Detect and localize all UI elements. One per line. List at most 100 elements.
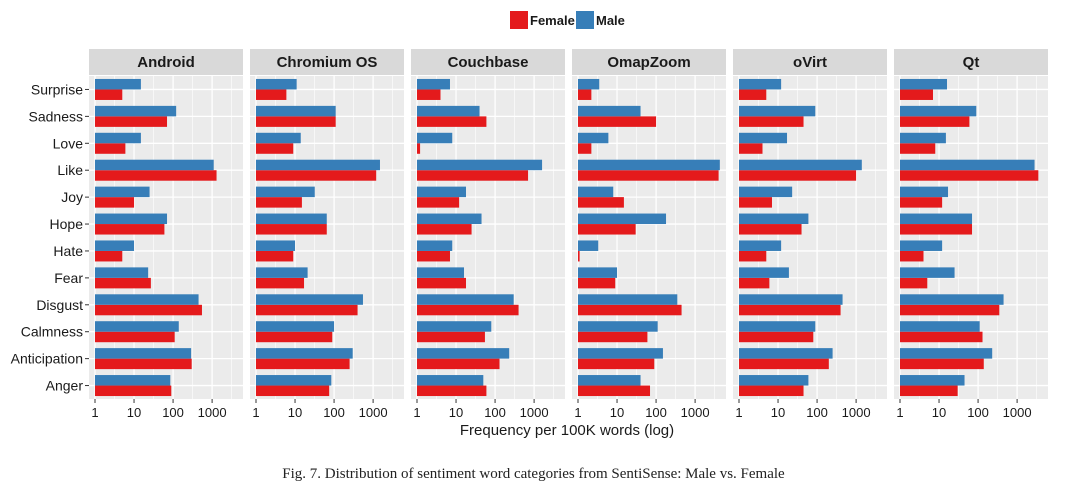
- bar-male-surprise: [900, 78, 948, 90]
- bar-female-hate: [95, 250, 123, 262]
- bar-female-anger: [95, 385, 172, 397]
- bar-female-anger: [417, 385, 487, 397]
- facet-title: OmapZoom: [607, 54, 690, 71]
- ytick-label-love: Love: [53, 135, 84, 151]
- bar-male-love: [578, 132, 609, 144]
- xtick-label: 100: [806, 405, 828, 420]
- bar-male-hate: [900, 240, 943, 251]
- bar-female-calmness: [417, 331, 485, 343]
- bar-male-fear: [578, 267, 618, 278]
- facet-strip: [572, 49, 726, 75]
- bar-male-sadness: [95, 105, 177, 117]
- bar-female-fear: [95, 277, 151, 289]
- bar-female-anger: [900, 385, 958, 397]
- bar-female-surprise: [578, 89, 592, 100]
- bar-female-like: [417, 170, 529, 181]
- bar-male-joy: [578, 186, 614, 198]
- bar-male-sadness: [900, 105, 977, 117]
- xtick-label: 1: [896, 405, 903, 420]
- xtick-label: 1000: [681, 405, 710, 420]
- ytick-label-anger: Anger: [46, 378, 84, 394]
- bar-female-calmness: [578, 331, 648, 343]
- facet-title: Android: [137, 54, 195, 71]
- ytick-label-disgust: Disgust: [36, 297, 83, 313]
- bar-female-anticipation: [95, 358, 192, 370]
- bar-male-disgust: [900, 294, 1004, 305]
- xtick-label: 1: [735, 405, 742, 420]
- xtick-label: 1000: [1003, 405, 1032, 420]
- bar-male-like: [739, 159, 862, 171]
- bar-male-anger: [900, 375, 965, 386]
- xtick-label: 100: [967, 405, 989, 420]
- xtick-label: 1000: [359, 405, 388, 420]
- bar-female-hope: [256, 224, 327, 235]
- bar-male-hate: [578, 240, 599, 251]
- bar-male-anger: [256, 375, 332, 386]
- bar-female-like: [578, 170, 719, 181]
- facet-omapzoom: OmapZoom 1 10 100 1000: [572, 49, 726, 420]
- bar-male-hope: [578, 213, 667, 225]
- bar-female-surprise: [900, 89, 933, 100]
- bar-male-calmness: [417, 321, 492, 332]
- bar-male-hate: [739, 240, 782, 251]
- bar-male-joy: [417, 186, 466, 198]
- facet-android: Android 1 10 100 1000: [89, 49, 243, 420]
- xtick-label: 1: [252, 405, 259, 420]
- bar-male-anger: [578, 375, 641, 386]
- bar-male-calmness: [256, 321, 335, 332]
- bar-male-hate: [95, 240, 135, 251]
- bar-female-love: [256, 143, 294, 154]
- xtick-label: 100: [484, 405, 506, 420]
- bar-male-anticipation: [578, 348, 663, 359]
- bar-female-joy: [417, 197, 460, 208]
- bar-female-disgust: [900, 304, 1000, 316]
- xtick-label: 1: [413, 405, 420, 420]
- facet-strip: [250, 49, 404, 75]
- legend-label-female: Female: [530, 13, 575, 28]
- bar-female-sadness: [739, 116, 804, 127]
- xtick-label: 10: [449, 405, 463, 420]
- bar-male-sadness: [256, 105, 336, 117]
- bar-female-anticipation: [578, 358, 655, 370]
- xtick-label: 100: [645, 405, 667, 420]
- bar-male-joy: [900, 186, 949, 198]
- bar-male-disgust: [256, 294, 363, 305]
- bar-male-calmness: [95, 321, 179, 332]
- ytick-label-like: Like: [57, 162, 83, 178]
- bar-female-disgust: [417, 304, 519, 316]
- bar-female-joy: [256, 197, 302, 208]
- ytick-label-calmness: Calmness: [21, 324, 83, 340]
- bar-female-hate: [256, 250, 294, 262]
- bar-male-like: [900, 159, 1035, 171]
- bar-male-fear: [95, 267, 149, 278]
- bar-female-anticipation: [417, 358, 500, 370]
- bar-female-fear: [739, 277, 770, 289]
- bar-female-calmness: [95, 331, 175, 343]
- facet-title: oVirt: [793, 54, 827, 71]
- bar-female-joy: [739, 197, 772, 208]
- bar-male-disgust: [739, 294, 843, 305]
- bar-female-sadness: [417, 116, 487, 127]
- ytick-label-hope: Hope: [50, 216, 84, 232]
- xtick-label: 1: [91, 405, 98, 420]
- bar-male-anticipation: [256, 348, 353, 359]
- bar-female-like: [900, 170, 1039, 181]
- bar-male-like: [256, 159, 380, 171]
- bar-female-love: [739, 143, 763, 154]
- bar-female-sadness: [95, 116, 168, 127]
- facet-title: Qt: [963, 54, 980, 71]
- bar-male-anticipation: [739, 348, 833, 359]
- xtick-label: 1000: [198, 405, 227, 420]
- bar-male-anger: [417, 375, 484, 386]
- bar-male-calmness: [578, 321, 658, 332]
- facet-strip: [89, 49, 243, 75]
- bar-female-anger: [256, 385, 330, 397]
- xtick-label: 10: [288, 405, 302, 420]
- legend-label-male: Male: [596, 13, 625, 28]
- bar-male-like: [417, 159, 543, 171]
- bar-female-sadness: [900, 116, 970, 127]
- bar-female-hope: [417, 224, 472, 235]
- bar-male-love: [417, 132, 453, 144]
- bar-male-anticipation: [95, 348, 192, 359]
- bar-female-fear: [900, 277, 928, 289]
